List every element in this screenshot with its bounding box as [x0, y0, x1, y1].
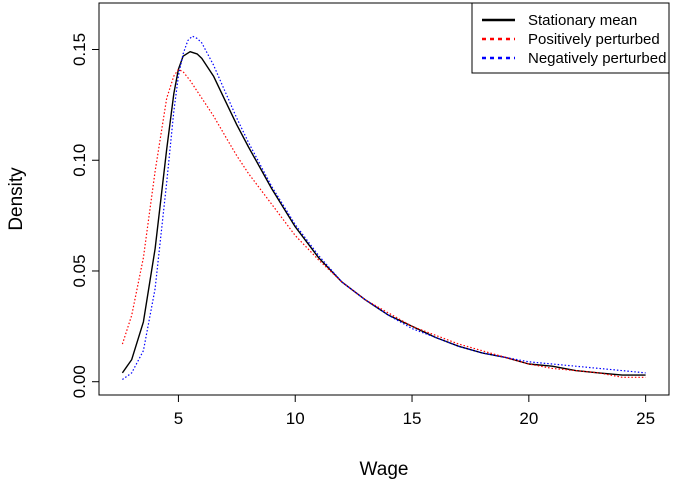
x-tick-label: 20 [519, 409, 538, 428]
y-tick-label: 0.10 [70, 144, 89, 177]
x-axis: 5 10 15 20 25 [174, 395, 655, 428]
series-layer [121, 35, 646, 380]
x-tick-label: 25 [636, 409, 655, 428]
y-axis-title: Density [6, 167, 27, 231]
x-tick-label: 15 [403, 409, 422, 428]
y-tick-label: 0.00 [70, 365, 89, 398]
series-line-stationary-mean [121, 51, 646, 376]
y-axis: 0.00 0.05 0.10 0.15 [70, 33, 99, 398]
legend-box [471, 2, 670, 74]
series-line-negatively-perturbed [122, 35, 646, 380]
plot-frame [98, 2, 670, 396]
series-line-positively-perturbed [121, 68, 646, 378]
legend: Stationary mean Positively perturbed Negat… [471, 2, 670, 74]
y-tick-label: 0.15 [70, 33, 89, 66]
x-axis-title: Wage [360, 459, 409, 480]
x-tick-label: 10 [286, 409, 305, 428]
y-tick-label: 0.05 [70, 254, 89, 287]
legend-label: Negatively perturbed [528, 50, 666, 67]
legend-label: Positively perturbed [528, 31, 660, 48]
x-tick-label: 5 [174, 409, 183, 428]
legend-label: Stationary mean [528, 12, 637, 29]
